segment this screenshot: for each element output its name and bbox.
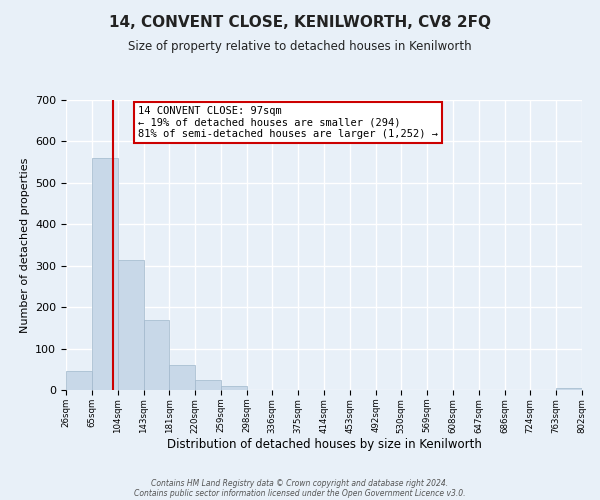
Bar	[66, 372, 92, 390]
X-axis label: Distribution of detached houses by size in Kenilworth: Distribution of detached houses by size …	[167, 438, 481, 451]
Bar	[556, 388, 582, 390]
Bar	[92, 158, 118, 390]
Text: 14 CONVENT CLOSE: 97sqm
← 19% of detached houses are smaller (294)
81% of semi-d: 14 CONVENT CLOSE: 97sqm ← 19% of detache…	[138, 106, 438, 139]
Text: 14, CONVENT CLOSE, KENILWORTH, CV8 2FQ: 14, CONVENT CLOSE, KENILWORTH, CV8 2FQ	[109, 15, 491, 30]
Y-axis label: Number of detached properties: Number of detached properties	[20, 158, 29, 332]
Bar	[221, 386, 247, 390]
Text: Contains HM Land Registry data © Crown copyright and database right 2024.: Contains HM Land Registry data © Crown c…	[151, 478, 449, 488]
Bar	[144, 320, 169, 390]
Text: Size of property relative to detached houses in Kenilworth: Size of property relative to detached ho…	[128, 40, 472, 53]
Bar	[169, 365, 195, 390]
Bar	[195, 380, 221, 390]
Text: Contains public sector information licensed under the Open Government Licence v3: Contains public sector information licen…	[134, 488, 466, 498]
Bar	[118, 260, 144, 390]
